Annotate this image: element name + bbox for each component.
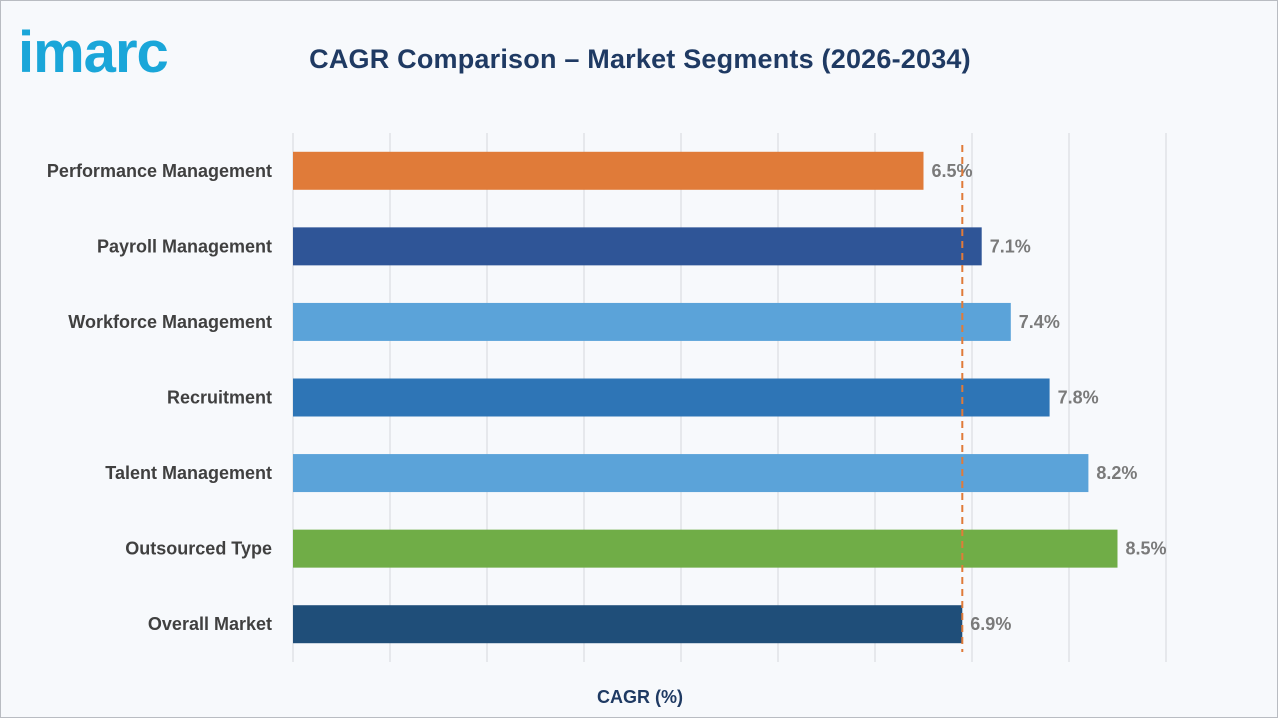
bar xyxy=(293,605,963,644)
bar xyxy=(293,378,1050,417)
bar xyxy=(293,529,1118,568)
bar xyxy=(293,227,982,266)
bar xyxy=(293,302,1011,341)
value-label: 6.9% xyxy=(970,614,1011,634)
category-label: Overall Market xyxy=(148,614,272,634)
category-label: Workforce Management xyxy=(68,312,272,332)
category-label: Talent Management xyxy=(105,463,272,483)
value-label: 8.5% xyxy=(1126,539,1167,559)
x-axis-title: CAGR (%) xyxy=(597,687,683,707)
category-label: Payroll Management xyxy=(97,236,272,256)
value-label: 6.5% xyxy=(932,161,973,181)
bar xyxy=(293,454,1089,493)
category-label: Outsourced Type xyxy=(125,539,272,559)
value-label: 7.1% xyxy=(990,236,1031,256)
value-label: 8.2% xyxy=(1096,463,1137,483)
bars xyxy=(293,151,1118,644)
imarc-logo: imarc xyxy=(18,20,169,78)
logo-wordmark: imarc xyxy=(18,20,168,78)
value-label: 7.4% xyxy=(1019,312,1060,332)
value-label: 7.8% xyxy=(1058,388,1099,408)
category-label: Performance Management xyxy=(47,161,272,181)
category-label: Recruitment xyxy=(167,388,272,408)
bar xyxy=(293,151,924,190)
category-labels: Performance Management Payroll Management… xyxy=(47,161,272,634)
chart-title: CAGR Comparison – Market Segments (2026-… xyxy=(309,44,971,74)
